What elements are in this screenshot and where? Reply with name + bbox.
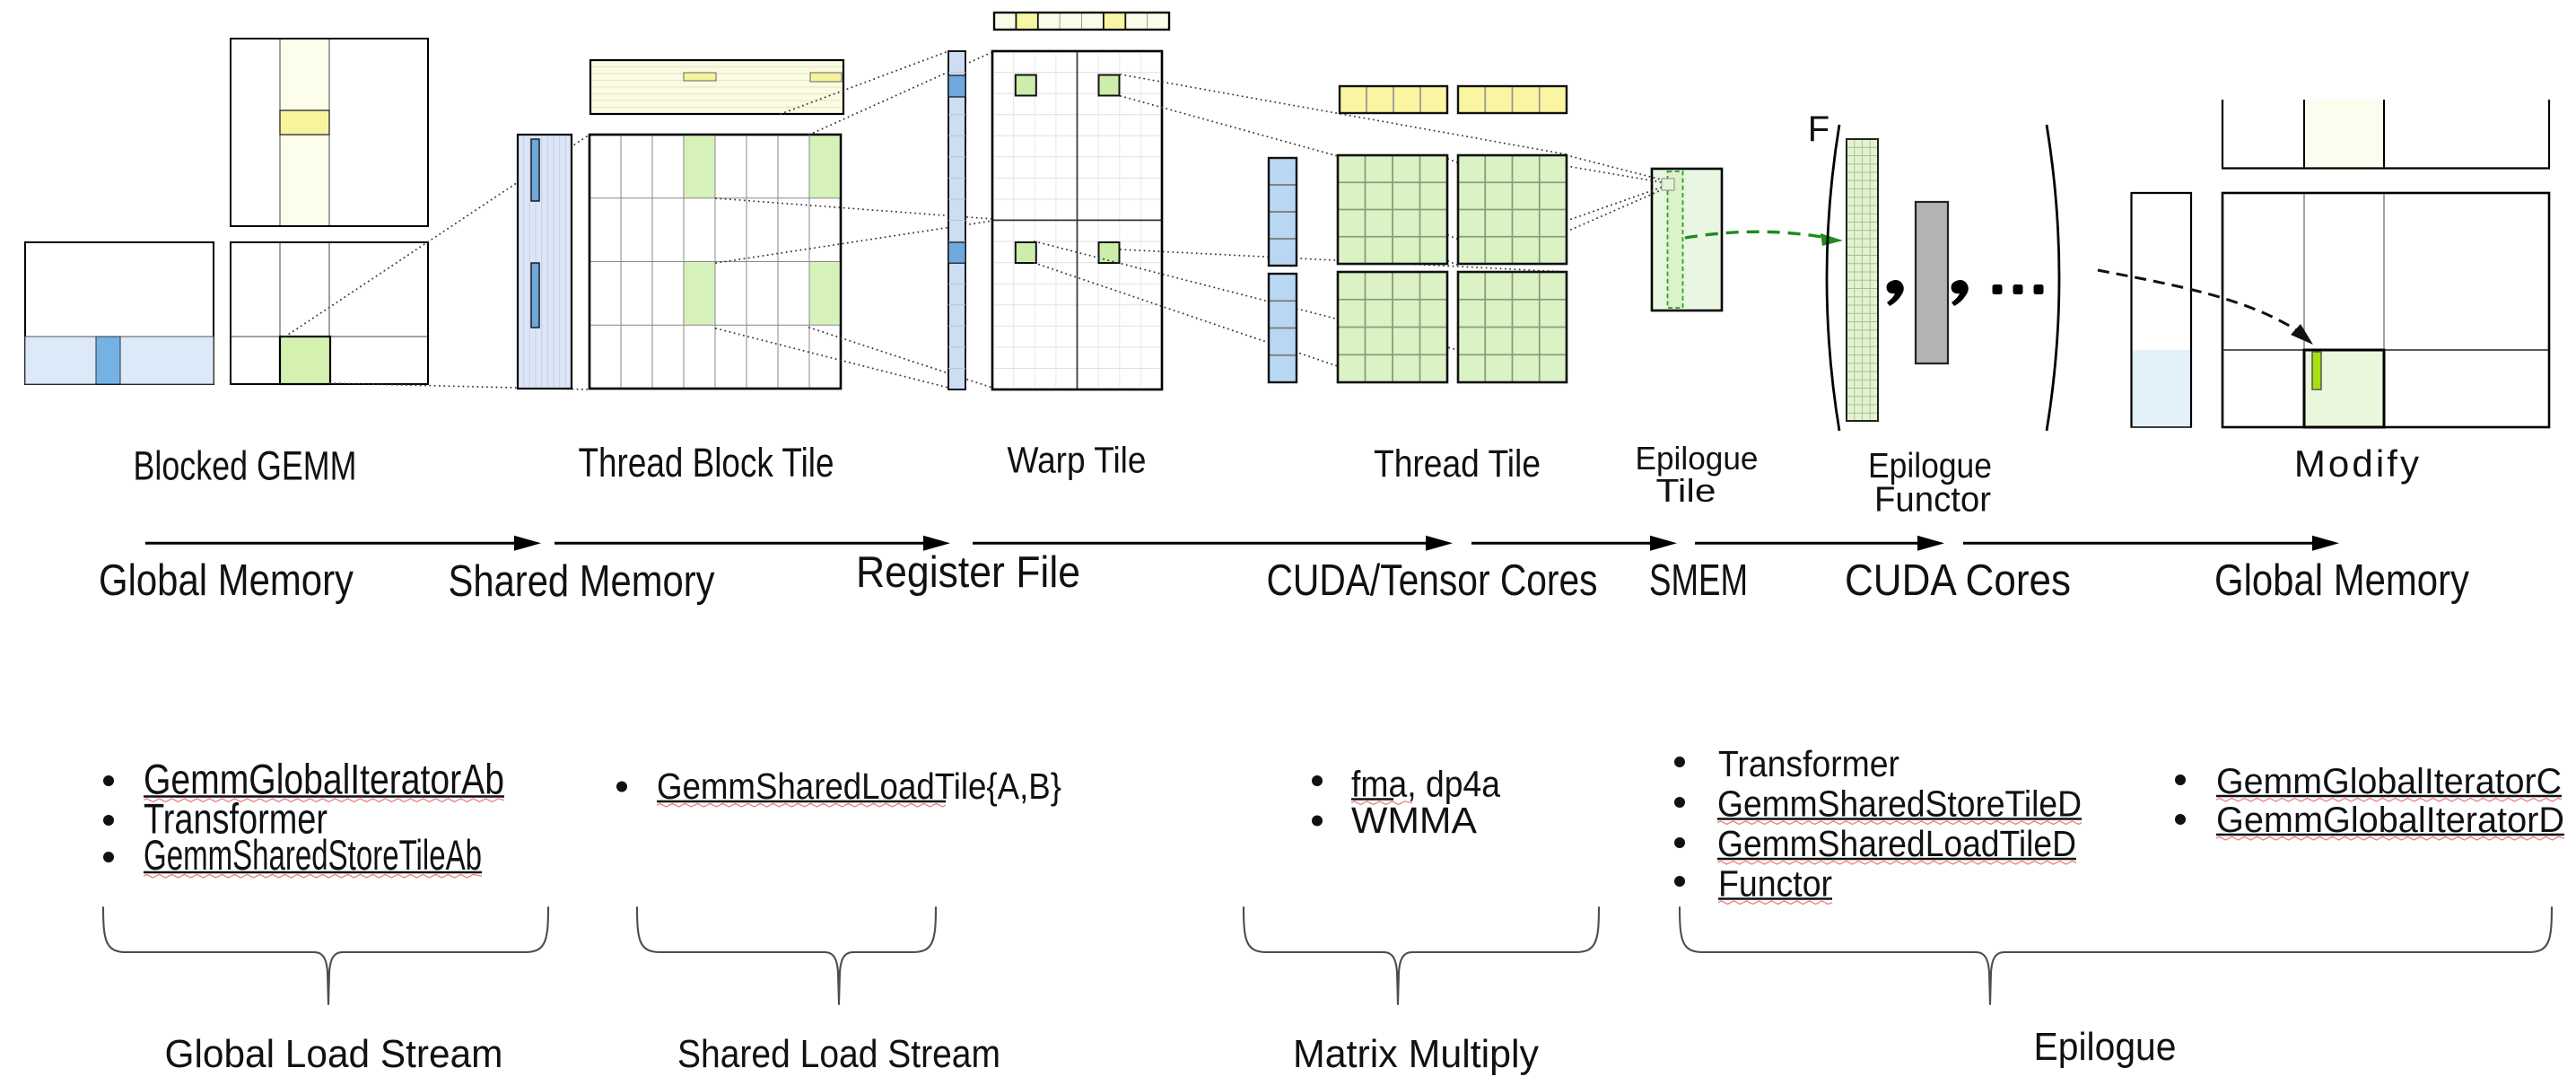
svg-text:F: F bbox=[1808, 109, 1829, 149]
svg-text:fma, dp4a: fma, dp4a bbox=[1351, 764, 1500, 805]
svg-text:CUDA/Tensor Cores: CUDA/Tensor Cores bbox=[1267, 556, 1598, 605]
svg-text:Global Memory: Global Memory bbox=[99, 556, 354, 605]
svg-text:Thread Block Tile: Thread Block Tile bbox=[579, 440, 834, 486]
svg-text:Functor: Functor bbox=[1874, 481, 1991, 520]
svg-text:GemmSharedStoreTileD: GemmSharedStoreTileD bbox=[1717, 783, 2082, 825]
svg-text:Transformer: Transformer bbox=[144, 795, 327, 843]
svg-text:Matrix Multiply: Matrix Multiply bbox=[1293, 1032, 1539, 1076]
svg-text:SMEM: SMEM bbox=[1649, 556, 1748, 605]
svg-text:Shared Memory: Shared Memory bbox=[449, 557, 715, 606]
svg-text:Epilogue: Epilogue bbox=[1868, 447, 1992, 486]
svg-text:WMMA: WMMA bbox=[1351, 800, 1478, 841]
svg-text:GemmGlobalIteratorD: GemmGlobalIteratorD bbox=[2216, 801, 2564, 840]
svg-text:Epilogue: Epilogue bbox=[1636, 440, 1759, 477]
svg-text:Functor: Functor bbox=[1718, 863, 1832, 905]
svg-text:GemmGlobalIteratorAb: GemmGlobalIteratorAb bbox=[144, 756, 504, 803]
svg-text:Warp Tile: Warp Tile bbox=[1008, 440, 1147, 481]
svg-text:Register File: Register File bbox=[856, 548, 1080, 597]
svg-text:GemmSharedLoadTileD: GemmSharedLoadTileD bbox=[1717, 823, 2076, 864]
svg-text:GemmGlobalIteratorC: GemmGlobalIteratorC bbox=[2216, 762, 2562, 801]
svg-text:Modify: Modify bbox=[2294, 442, 2422, 485]
svg-text:Shared Load Stream: Shared Load Stream bbox=[677, 1032, 1000, 1076]
svg-text:Blocked GEMM: Blocked GEMM bbox=[134, 443, 357, 489]
svg-text:GemmSharedStoreTileAb: GemmSharedStoreTileAb bbox=[144, 831, 482, 879]
svg-text:Thread Tile: Thread Tile bbox=[1374, 442, 1541, 486]
svg-text:CUDA Cores: CUDA Cores bbox=[1845, 556, 2071, 605]
svg-text:Global Memory: Global Memory bbox=[2214, 556, 2469, 605]
svg-text:Tile: Tile bbox=[1656, 472, 1716, 509]
svg-text:GemmSharedLoadTile{A,B}: GemmSharedLoadTile{A,B} bbox=[657, 766, 1061, 807]
svg-text:Epilogue: Epilogue bbox=[2034, 1025, 2177, 1069]
svg-text:Transformer: Transformer bbox=[1718, 743, 1899, 784]
svg-text:Global Load Stream: Global Load Stream bbox=[165, 1032, 503, 1076]
